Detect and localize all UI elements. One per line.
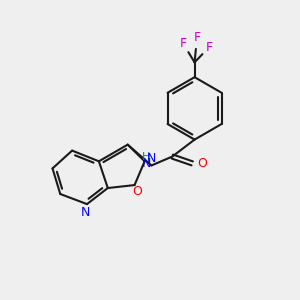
Text: O: O bbox=[132, 185, 142, 198]
Text: F: F bbox=[205, 41, 212, 54]
Text: N: N bbox=[81, 206, 90, 219]
Text: O: O bbox=[197, 157, 207, 170]
Text: N: N bbox=[146, 152, 156, 165]
Text: H: H bbox=[142, 152, 150, 161]
Text: F: F bbox=[180, 38, 187, 50]
Text: N: N bbox=[141, 157, 151, 170]
Text: F: F bbox=[194, 32, 200, 44]
